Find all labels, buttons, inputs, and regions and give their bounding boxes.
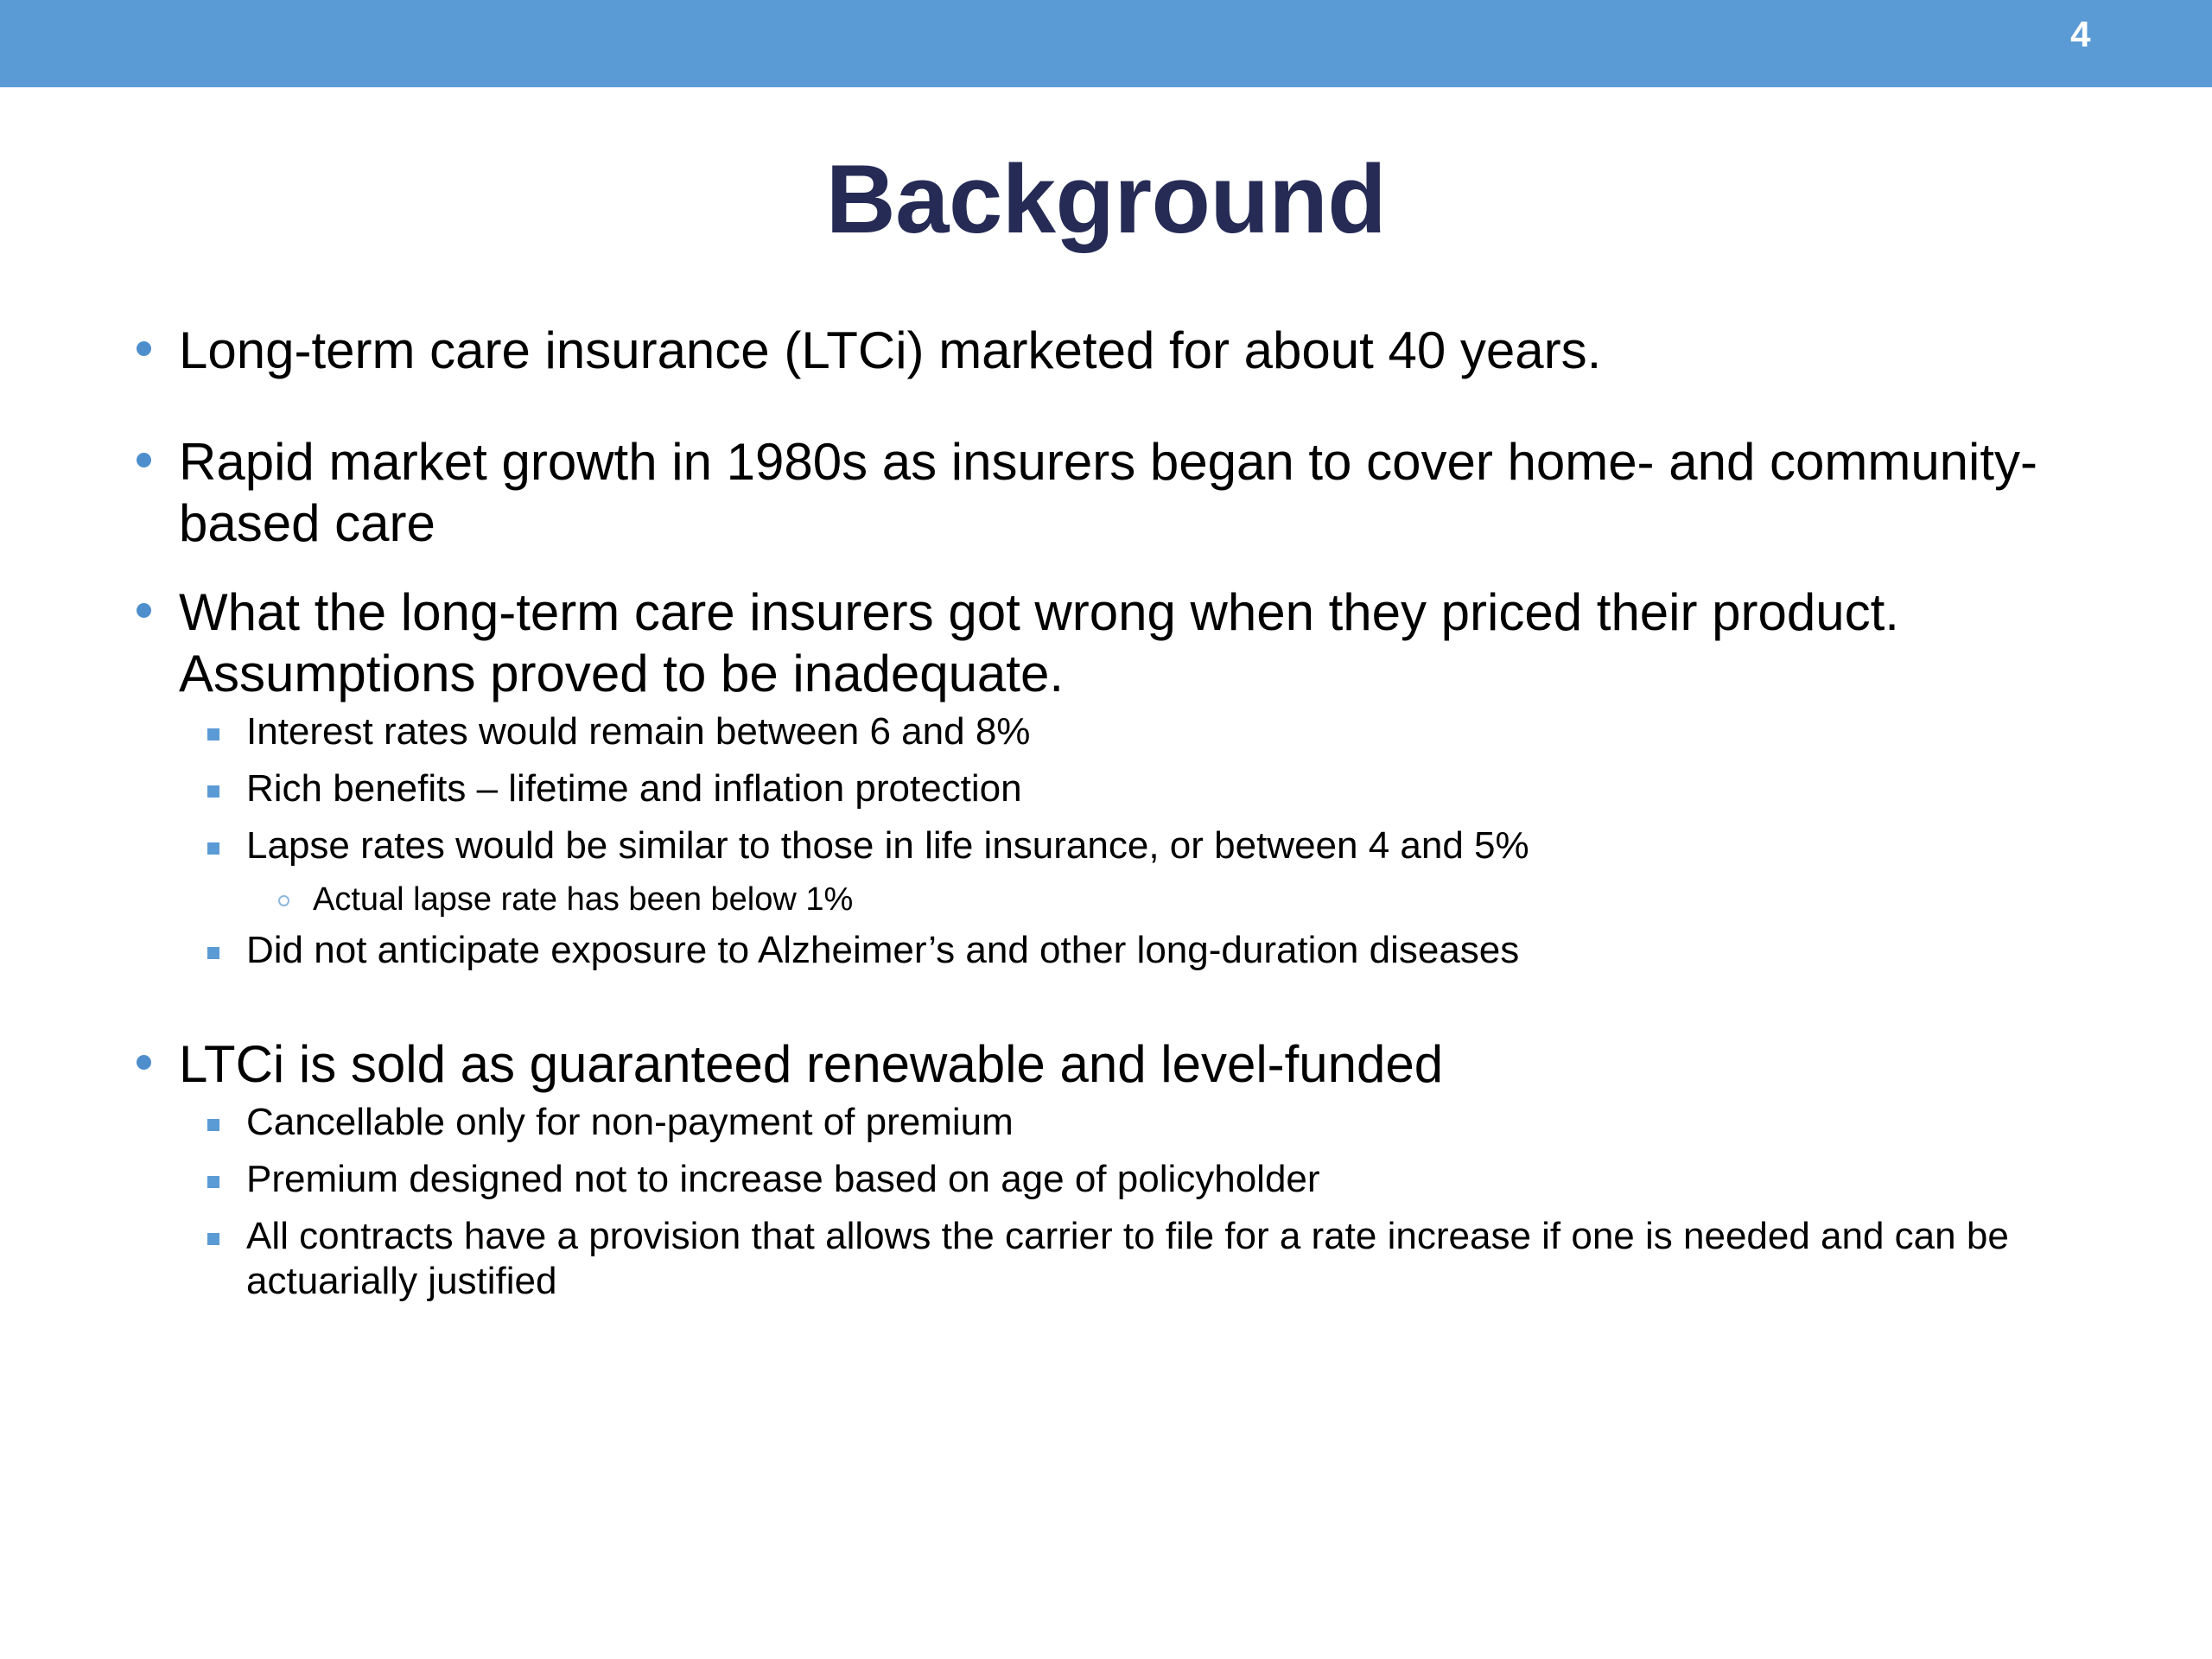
bullet-text: Interest rates would remain between 6 an… xyxy=(246,710,1031,753)
bullet-square-icon xyxy=(207,1175,219,1188)
bullet-list-level2: Interest rates would remain between 6 an… xyxy=(130,709,2143,972)
bullet-list-level3: Actual lapse rate has been below 1% xyxy=(197,880,2143,919)
bullet-text: LTCi is sold as guaranteed renewable and… xyxy=(179,1034,1444,1093)
header-band: 4 xyxy=(0,0,2212,87)
bullet-item: Premium designed not to increase based o… xyxy=(197,1157,2143,1202)
bullet-text: Cancellable only for non-payment of prem… xyxy=(246,1101,1014,1144)
bullet-square-icon xyxy=(207,728,219,741)
spacer xyxy=(130,409,2143,431)
bullet-item: Interest rates would remain between 6 an… xyxy=(197,709,2143,754)
spacer xyxy=(130,985,2143,1033)
bullet-list-level2: Cancellable only for non-payment of prem… xyxy=(130,1100,2143,1304)
bullet-item: Rapid market growth in 1980s as insurers… xyxy=(130,431,2143,554)
bullet-item: Actual lapse rate has been below 1% xyxy=(270,880,2143,919)
bullet-item: Cancellable only for non-payment of prem… xyxy=(197,1100,2143,1145)
bullet-text: Premium designed not to increase based o… xyxy=(246,1157,1320,1200)
bullet-square-icon xyxy=(207,842,219,855)
slide-body: Long-term care insurance (LTCi) marketed… xyxy=(130,320,2143,1316)
bullet-item: Lapse rates would be similar to those in… xyxy=(197,823,2143,868)
bullet-square-icon xyxy=(207,785,219,798)
bullet-item: All contracts have a provision that allo… xyxy=(197,1214,2143,1304)
bullet-text: Did not anticipate exposure to Alzheimer… xyxy=(246,929,1520,972)
bullet-square-icon xyxy=(207,1119,219,1132)
bullet-text: Long-term care insurance (LTCi) marketed… xyxy=(179,321,1602,379)
bullet-dot-icon xyxy=(137,1054,151,1070)
bullet-text: Rapid market growth in 1980s as insurers… xyxy=(179,433,2038,553)
bullet-item: What the long-term care insurers got wro… xyxy=(130,582,2143,704)
bullet-dot-icon xyxy=(137,341,151,356)
bullet-square-icon xyxy=(207,947,219,960)
bullet-text: Rich benefits – lifetime and inflation p… xyxy=(246,767,1022,810)
bullet-item: Did not anticipate exposure to Alzheimer… xyxy=(197,928,2143,973)
bullet-item: Long-term care insurance (LTCi) marketed… xyxy=(130,320,2143,381)
page-title: Background xyxy=(825,145,1387,253)
bullet-item: LTCi is sold as guaranteed renewable and… xyxy=(130,1033,2143,1095)
page-number: 4 xyxy=(2070,14,2091,54)
bullet-text: Actual lapse rate has been below 1% xyxy=(313,881,854,918)
bullet-dot-icon xyxy=(137,453,151,468)
bullet-dot-icon xyxy=(137,603,151,619)
bullet-text: What the long-term care insurers got wro… xyxy=(179,583,1899,703)
bullet-square-icon xyxy=(207,1232,219,1245)
bullet-item: Rich benefits – lifetime and inflation p… xyxy=(197,766,2143,811)
bullet-text: Lapse rates would be similar to those in… xyxy=(246,824,1529,868)
bullet-list-level1: Long-term care insurance (LTCi) marketed… xyxy=(130,320,2143,1304)
bullet-circle-outline-icon xyxy=(278,895,289,907)
bullet-text: All contracts have a provision that allo… xyxy=(246,1214,2009,1302)
